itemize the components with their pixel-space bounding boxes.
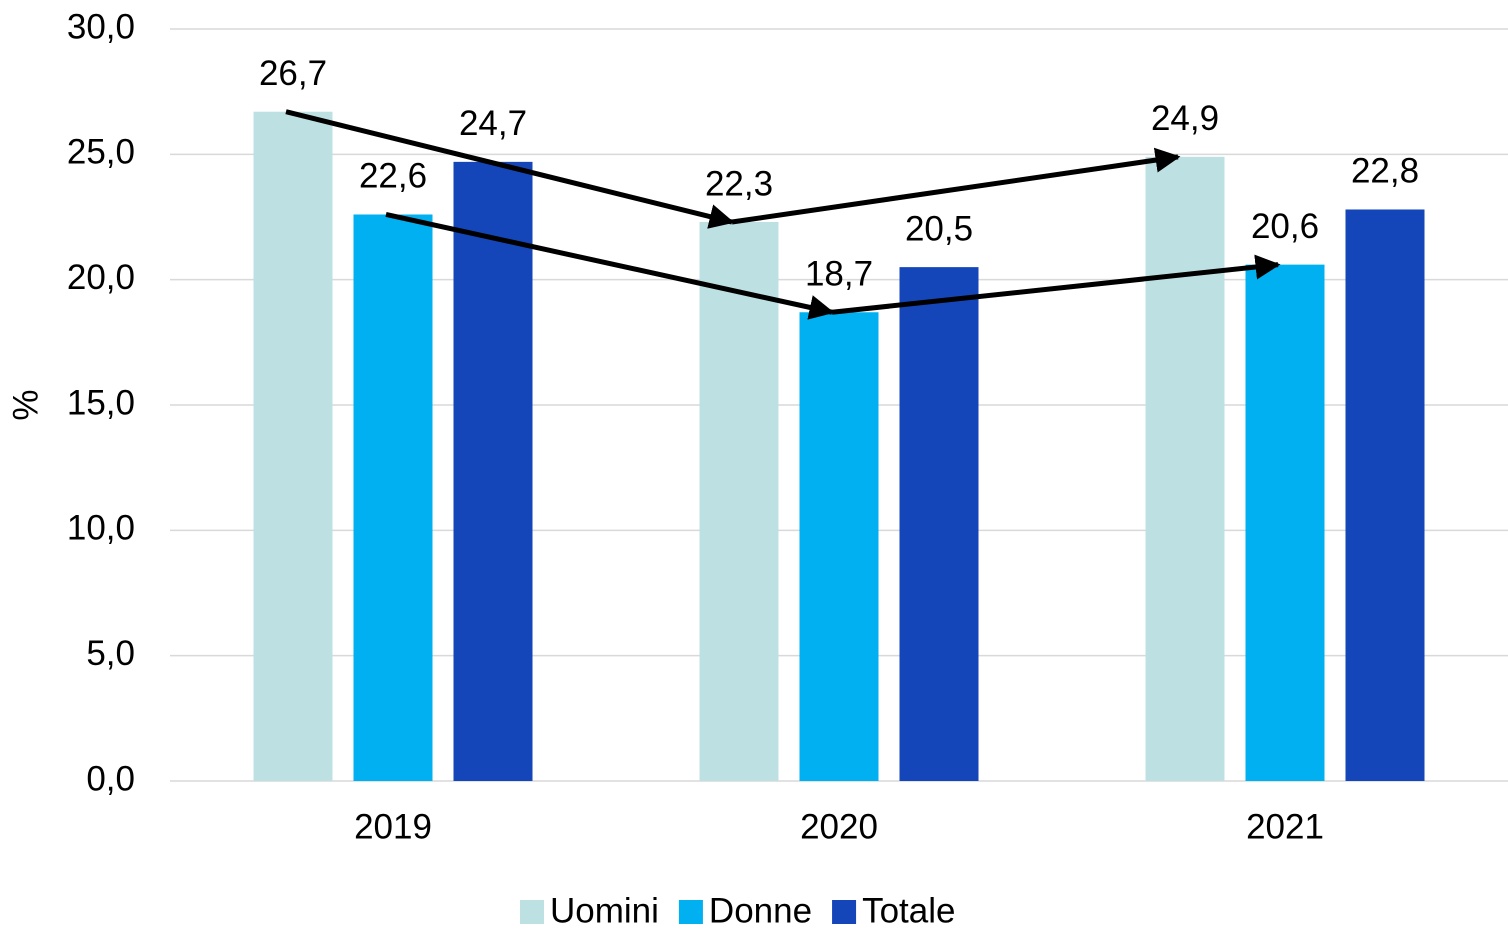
bar [1245, 264, 1325, 781]
bar [453, 161, 533, 781]
bar [253, 111, 333, 782]
x-tick-label: 2021 [1246, 807, 1324, 846]
trend-arrow [731, 147, 1181, 225]
bar [1145, 156, 1225, 782]
value-label: 20,6 [1251, 207, 1319, 246]
y-tick-label: 30,0 [67, 7, 135, 46]
legend-swatch [832, 900, 857, 924]
value-label: 24,9 [1151, 99, 1219, 138]
value-label: 18,7 [805, 255, 873, 294]
legend-label: Uomini [550, 891, 659, 929]
trend-arrow [285, 109, 735, 229]
y-axis-label: % [6, 389, 45, 420]
x-tick-label: 2019 [354, 807, 432, 846]
y-tick-label: 25,0 [67, 133, 135, 172]
value-label: 20,5 [905, 209, 973, 248]
value-label: 24,7 [459, 104, 527, 143]
bar [353, 214, 433, 781]
y-tick-label: 5,0 [86, 634, 135, 673]
legend-label: Donne [709, 891, 812, 929]
value-label: 26,7 [259, 54, 327, 93]
y-tick-label: 10,0 [67, 509, 135, 548]
bar [799, 312, 879, 781]
y-tick-label: 15,0 [67, 383, 135, 422]
bar [899, 267, 979, 782]
bar [699, 222, 779, 782]
value-label: 22,3 [705, 164, 773, 203]
value-label: 22,6 [359, 157, 427, 196]
trend-arrow [385, 212, 835, 320]
legend-swatch [678, 900, 703, 924]
y-tick-label: 0,0 [86, 759, 135, 798]
legend-swatch [520, 900, 544, 924]
legend-label: Totale [862, 891, 955, 929]
y-tick-label: 20,0 [67, 258, 135, 297]
trend-arrow [831, 254, 1281, 315]
x-tick-label: 2020 [800, 807, 878, 846]
bar [1345, 209, 1425, 782]
value-label: 22,8 [1351, 152, 1419, 191]
